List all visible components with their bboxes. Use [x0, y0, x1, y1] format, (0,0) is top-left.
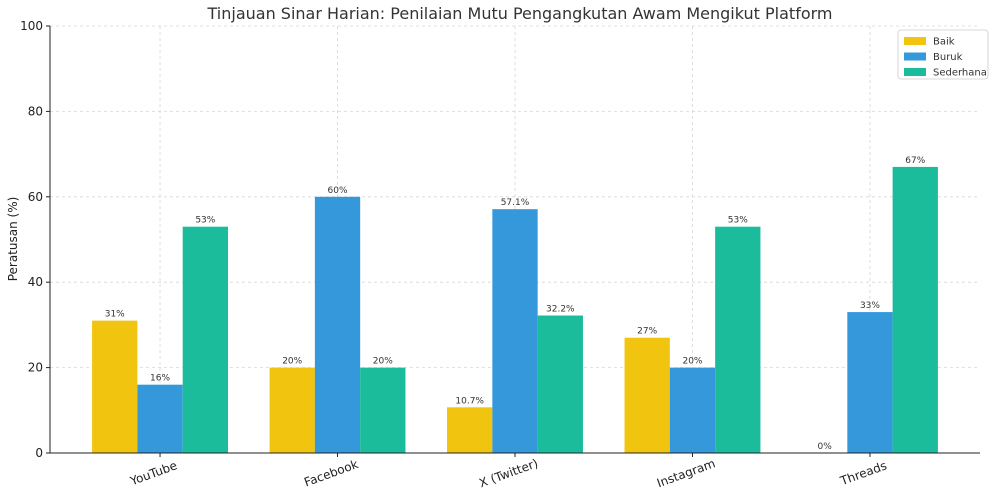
- bar-buruk-threads: [847, 312, 893, 453]
- bar-buruk-facebook: [314, 196, 361, 454]
- data-label: 20%: [682, 357, 702, 367]
- x-tick-label: Threads: [838, 458, 889, 488]
- data-labels-layer: 31% 16% 53% 20% 60% 20% 10.7% 57.1% 32.2% 27% 20% 5…: [105, 156, 926, 452]
- bars-layer: [92, 166, 938, 454]
- data-label: 53%: [728, 216, 748, 226]
- bar-baik-youtube: [92, 320, 138, 453]
- bar-sederhana-threads: [892, 166, 938, 453]
- data-label: 31%: [105, 310, 125, 320]
- data-label: 16%: [150, 374, 170, 384]
- legend-swatch-baik: [904, 37, 926, 45]
- bar-buruk-x-twitter: [492, 209, 538, 453]
- data-label: 60%: [328, 186, 348, 196]
- legend: Baik Buruk Sederhana: [897, 29, 989, 80]
- data-label: 53%: [195, 216, 215, 226]
- chart-title: Tinjauan Sinar Harian: Penilaian Mutu Pe…: [207, 4, 833, 23]
- data-label: 57.1%: [501, 198, 530, 208]
- bar-baik-x-twitter: [447, 407, 493, 453]
- bar-baik-instagram: [624, 337, 670, 453]
- y-tick-label: 80: [28, 104, 43, 118]
- bar-buruk-instagram: [669, 367, 716, 453]
- bar-sederhana-facebook: [360, 367, 406, 453]
- data-label: 20%: [282, 357, 302, 367]
- legend-swatch-sederhana: [904, 68, 926, 76]
- legend-entry-baik: Baik: [933, 37, 955, 48]
- bar-sederhana-instagram: [715, 226, 761, 453]
- bar-buruk-youtube: [137, 384, 183, 453]
- legend-entry-sederhana: Sederhana: [933, 68, 987, 79]
- x-tick-label: X (Twitter): [477, 456, 540, 490]
- y-tick-label: 60: [28, 190, 43, 204]
- data-label: 32.2%: [546, 305, 575, 315]
- data-label: 0%: [818, 442, 833, 452]
- y-axis-label: Peratusan (%): [6, 197, 20, 282]
- y-tick-label: 0: [35, 446, 43, 460]
- data-label: 10.7%: [455, 396, 484, 406]
- data-label: 20%: [373, 357, 393, 367]
- x-tick-label: Facebook: [302, 457, 360, 489]
- legend-entry-buruk: Buruk: [933, 52, 963, 63]
- data-label: 27%: [637, 327, 657, 337]
- x-tick-label: YouTube: [127, 458, 179, 488]
- data-label: 33%: [860, 301, 880, 311]
- legend-swatch-buruk: [904, 52, 926, 61]
- y-tick-label: 20: [28, 361, 43, 375]
- x-tick-label: Instagram: [655, 456, 717, 490]
- bar-sederhana-youtube: [182, 226, 228, 453]
- bar-sederhana-x-twitter: [537, 315, 583, 453]
- y-tick-label: 100: [20, 19, 43, 33]
- bar-baik-facebook: [269, 367, 315, 453]
- y-tick-label: 40: [28, 275, 43, 289]
- data-label: 67%: [905, 156, 925, 166]
